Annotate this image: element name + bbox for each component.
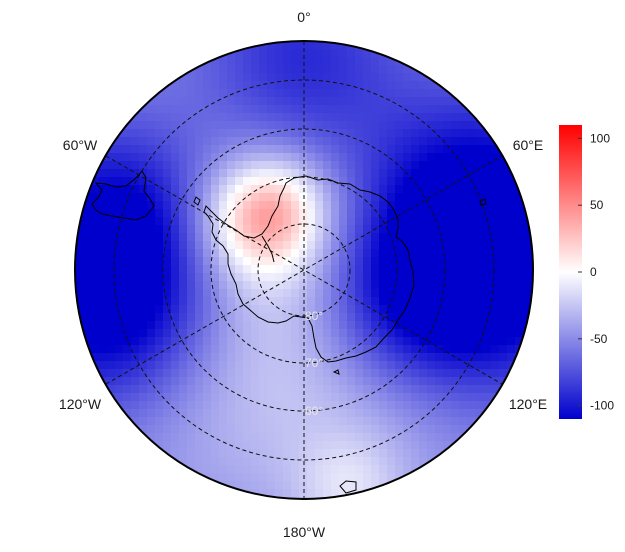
colorbar-ticks: 100 50 0 -50 -100 <box>578 131 614 413</box>
latitude-label-80: 80° <box>305 309 323 323</box>
colorbar: 100 50 0 -50 -100 <box>559 125 614 419</box>
colorbar-tick-label: -50 <box>590 332 608 346</box>
island-b <box>479 198 487 206</box>
south-america-coastline <box>91 170 155 221</box>
longitude-label-120w: 120°W <box>59 396 102 412</box>
longitude-label-180w: 180°W <box>283 524 326 540</box>
latitude-circle-50 <box>113 79 495 461</box>
island-c <box>339 480 357 494</box>
antarctica-coastline <box>203 175 415 363</box>
graticule <box>105 41 503 499</box>
longitude-label-60e: 60°E <box>513 137 544 153</box>
meridian-60w-120e <box>105 155 503 385</box>
island-a <box>193 196 201 206</box>
colorbar-tick-label: 50 <box>590 198 604 212</box>
colorbar-tick-label: 0 <box>590 265 597 279</box>
longitude-label-120e: 120°E <box>509 396 547 412</box>
colorbar-tick-label: 100 <box>590 131 610 145</box>
longitude-label-0: 0° <box>297 9 310 25</box>
meridian-120w-60e <box>105 155 503 385</box>
colorbar-gradient <box>559 125 582 419</box>
longitude-label-60w: 60°W <box>63 137 98 153</box>
latitude-label-60: 60° <box>305 404 323 418</box>
island-d <box>332 369 340 375</box>
latitude-label-70: 70° <box>305 356 323 370</box>
map-boundary <box>74 40 534 500</box>
colorbar-tick-label: -100 <box>590 399 614 413</box>
latitude-circle-60 <box>162 128 446 412</box>
